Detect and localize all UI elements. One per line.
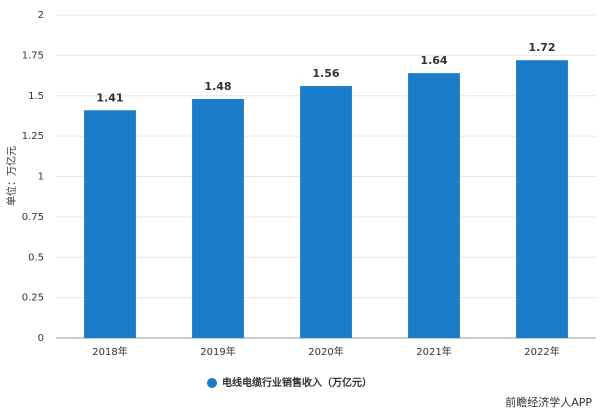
- y-tick-label: 1.75: [22, 50, 44, 61]
- y-tick-label: 0: [38, 333, 44, 344]
- footer: 前瞻经济学人APP: [505, 395, 592, 409]
- x-tick-label: 2022年: [524, 345, 559, 358]
- value-label: 1.72: [528, 41, 555, 54]
- value-label: 1.56: [312, 67, 339, 80]
- bar: [516, 60, 568, 338]
- bar: [84, 110, 136, 338]
- value-label: 1.48: [204, 80, 231, 93]
- bar: [300, 86, 352, 338]
- y-axis-label: 单位：万亿元: [5, 146, 18, 206]
- x-tick-label: 2018年: [92, 345, 127, 358]
- y-tick-label: 0.25: [22, 293, 44, 304]
- y-tick-label: 1: [38, 172, 44, 183]
- x-tick-label: 2021年: [416, 345, 451, 358]
- y-tick-label: 1.5: [28, 91, 44, 102]
- bar: [408, 73, 460, 338]
- y-tick-label: 0.75: [22, 212, 44, 223]
- legend-marker: [207, 378, 217, 388]
- y-tick-label: 1.25: [22, 131, 44, 142]
- y-tick-label: 0.5: [28, 252, 44, 263]
- x-tick-label: 2020年: [308, 345, 343, 358]
- bar: [192, 98, 244, 338]
- y-tick-label: 2: [38, 10, 44, 21]
- legend-label: 电线电缆行业销售收入（万亿元）: [222, 376, 372, 389]
- value-label: 1.64: [420, 54, 447, 67]
- value-label: 1.41: [96, 91, 123, 104]
- x-tick-label: 2019年: [200, 345, 235, 358]
